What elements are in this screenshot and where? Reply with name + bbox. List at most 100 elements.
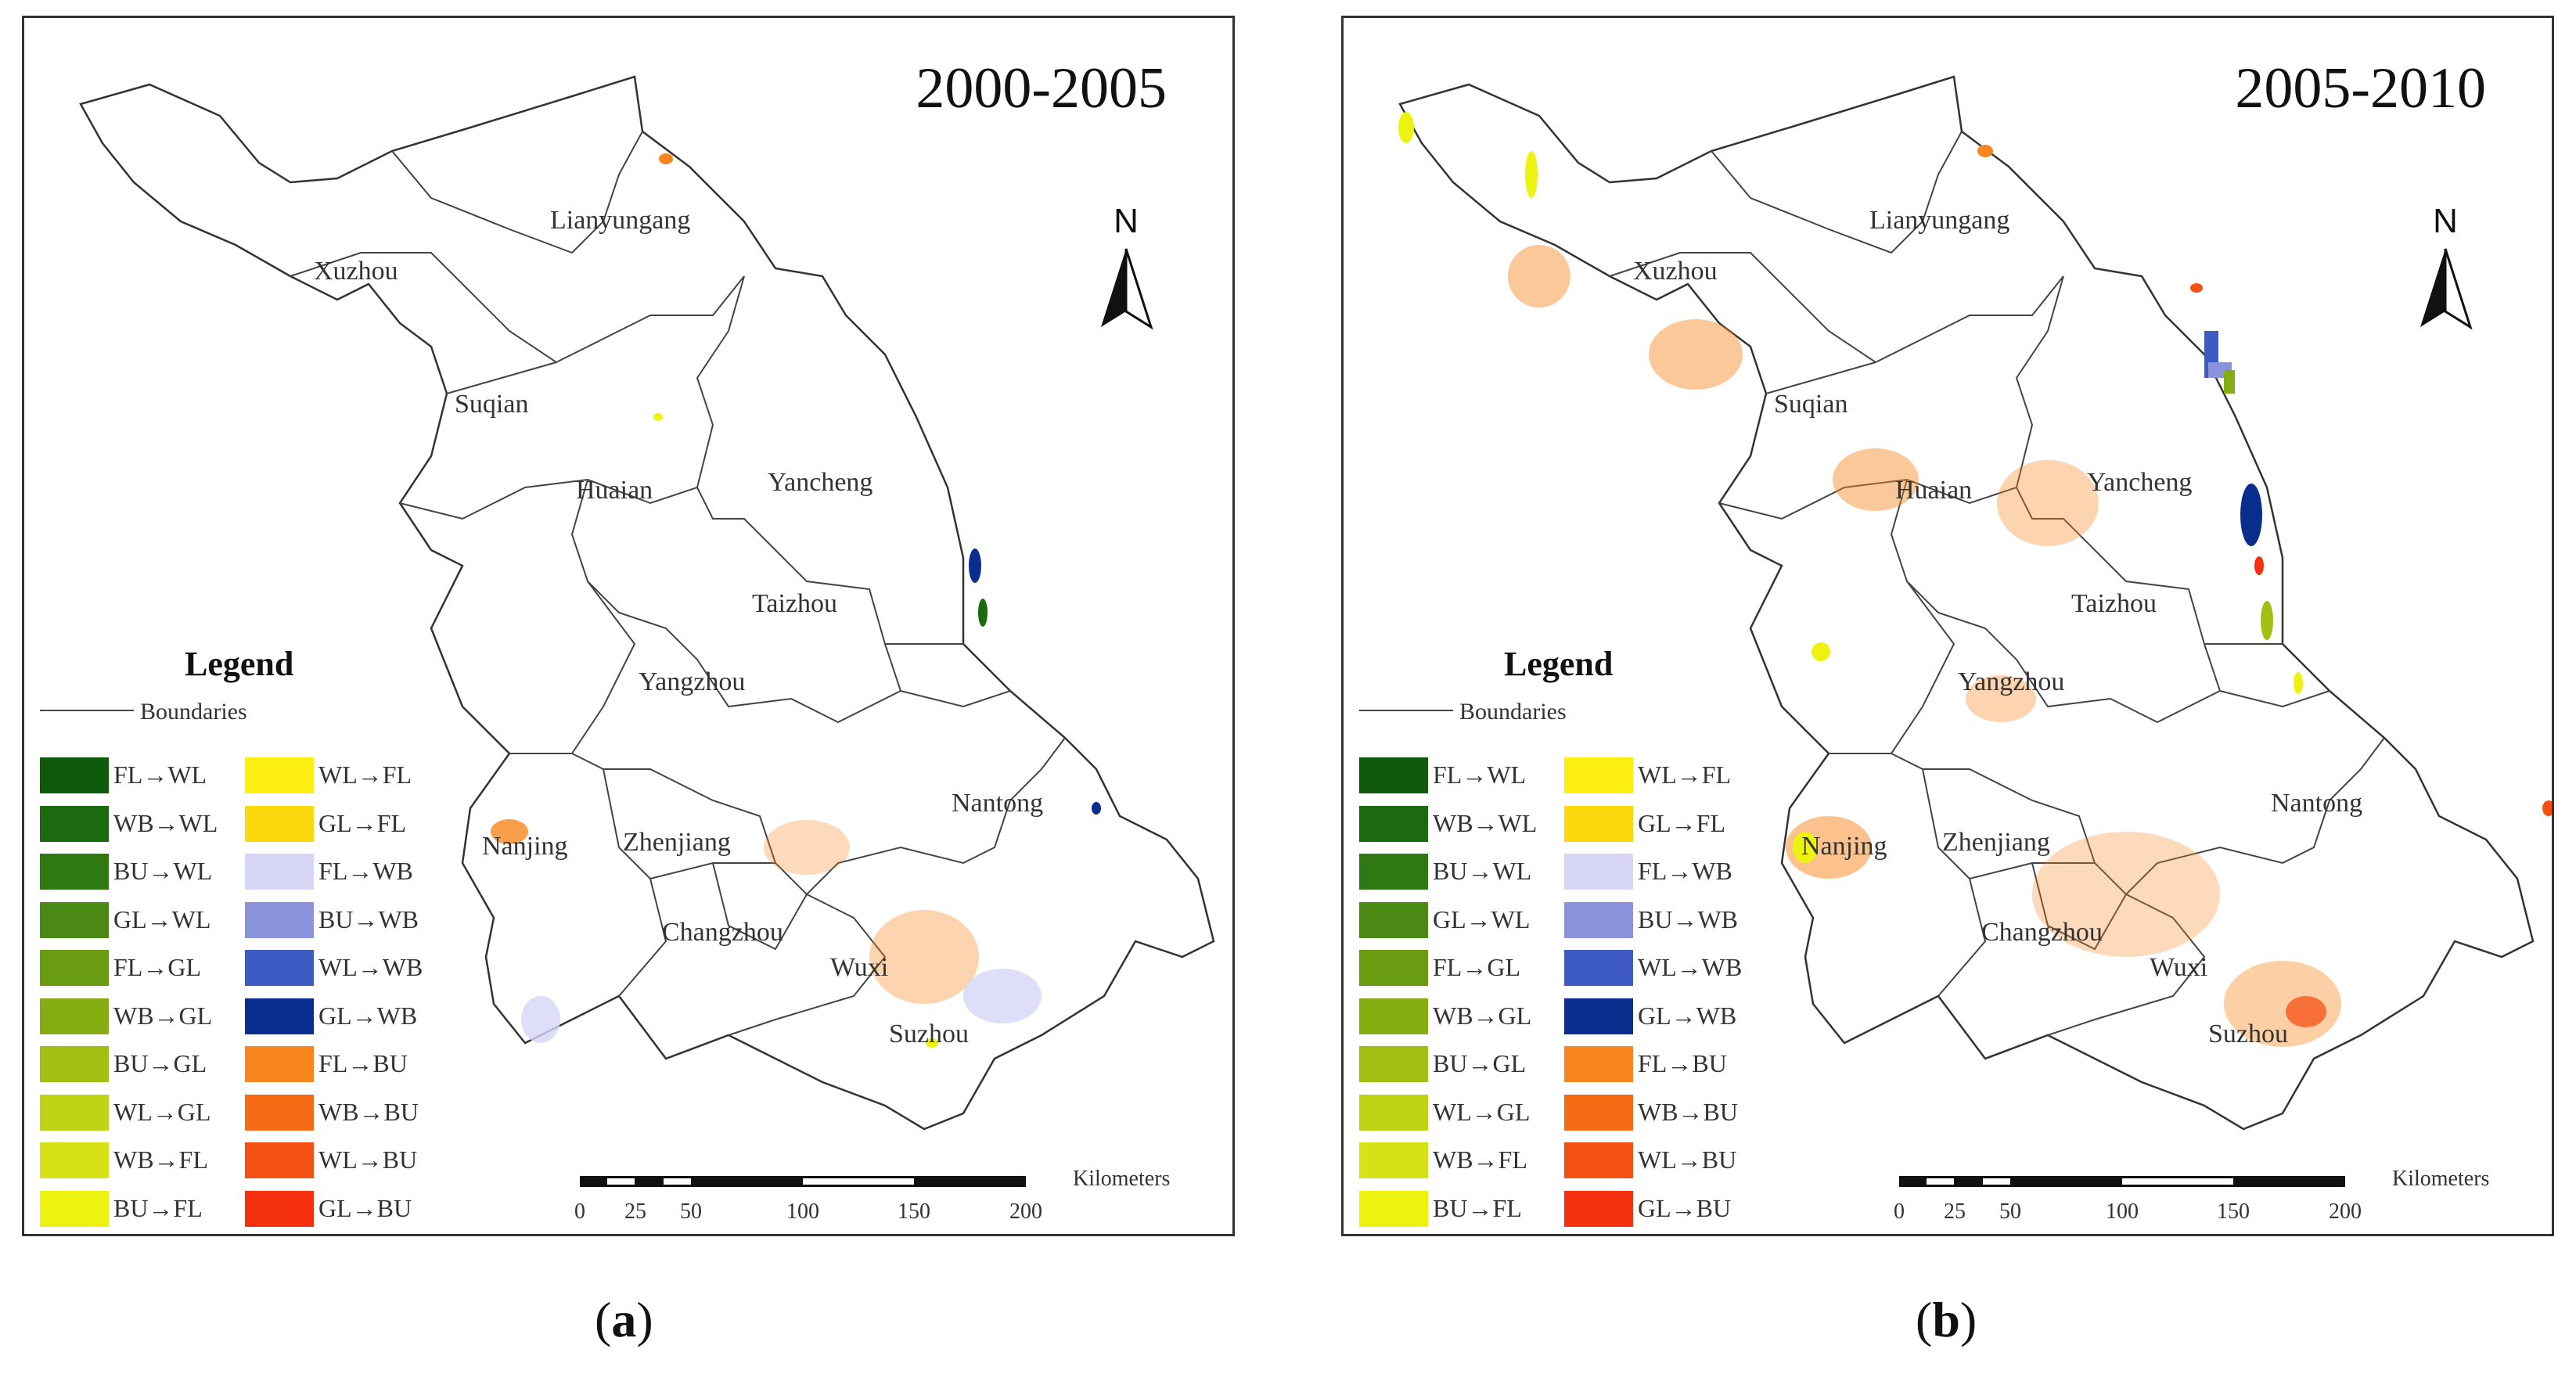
legend-swatch	[1564, 757, 1633, 793]
legend-swatch	[40, 1094, 109, 1131]
legend-label: FL→GL	[113, 953, 201, 981]
land-change-patch	[2294, 672, 2303, 694]
city-label: Huaian	[576, 476, 653, 505]
caption-paren: (	[595, 1292, 612, 1347]
legend-swatch	[1564, 901, 1633, 938]
land-change-patch	[521, 996, 560, 1043]
legend-title: Legend	[185, 645, 294, 683]
district-boundary	[1711, 131, 1963, 254]
legend-label: WL→WB	[318, 953, 423, 981]
city-label: Nantong	[952, 789, 1044, 818]
legend-label: WL→FL	[318, 761, 412, 789]
legend-boundaries-label: Boundaries	[140, 699, 247, 725]
district-boundary	[618, 878, 667, 997]
legend-swatch	[1564, 998, 1633, 1034]
land-change-patch	[2224, 370, 2235, 394]
legend-swatch	[1564, 1190, 1633, 1227]
legend-swatch	[1564, 1046, 1633, 1082]
legend-label: WB→WL	[1433, 808, 1538, 837]
land-change-patch	[1786, 816, 1872, 879]
land-change-patch	[2190, 283, 2203, 293]
legend-swatch	[245, 1094, 314, 1131]
north-arrow: N	[1095, 202, 1157, 343]
legend-swatch	[1564, 1142, 1633, 1178]
scale-bar: Kilometers 0 25 50 100 150 200	[574, 1167, 1170, 1224]
city-label: Nanjing	[1801, 832, 1887, 861]
district-boundary	[391, 131, 643, 254]
city-label: Suqian	[455, 390, 529, 419]
boundary-line-symbol	[1359, 710, 1453, 711]
land-change-patch	[2542, 800, 2552, 816]
scale-tick: 150	[2217, 1199, 2250, 1224]
district-boundary	[1937, 878, 1987, 997]
scale-unit: Kilometers	[1073, 1167, 1171, 1191]
district-boundary	[1890, 479, 2222, 724]
legend-swatch	[1564, 854, 1633, 890]
legend-swatch	[1359, 950, 1428, 986]
legend-swatch	[1359, 901, 1428, 938]
legend-swatch	[1359, 1094, 1428, 1131]
period-label: 2000-2005	[916, 56, 1167, 120]
land-change-patch	[963, 969, 1042, 1023]
legend-swatch	[245, 950, 314, 986]
district-boundary	[1765, 361, 1876, 394]
city-label: Suzhou	[889, 1020, 969, 1048]
caption-paren: )	[1959, 1292, 1977, 1347]
land-change-patch	[2261, 601, 2273, 640]
city-label: Huaian	[1895, 476, 1973, 505]
legend-label: FL→BU	[1638, 1049, 1727, 1077]
legend-swatch	[245, 757, 314, 793]
city-label: Taizhou	[2071, 589, 2157, 618]
scale-tick: 25	[1944, 1199, 1966, 1224]
land-change-patch	[2240, 484, 2262, 546]
scale-bar-graphic	[580, 1176, 1026, 1187]
legend-label: GL→WB	[1638, 1001, 1737, 1030]
district-boundary	[290, 252, 745, 364]
province-map-b	[1398, 75, 2552, 1131]
legend-label: WL→FL	[1638, 761, 1732, 789]
land-change-patch	[659, 153, 673, 164]
land-change-patch	[1398, 112, 1414, 143]
north-label: N	[1114, 202, 1139, 240]
city-label: Changzhou	[662, 918, 783, 947]
district-boundary	[2219, 690, 2330, 708]
land-change-patch	[1966, 675, 2036, 722]
scale-tick: 0	[574, 1199, 585, 1224]
north-arrow-icon	[1101, 248, 1153, 330]
city-label: Suqian	[1774, 390, 1848, 419]
district-boundary	[399, 275, 745, 520]
scale-tick: 200	[1009, 1199, 1042, 1224]
land-change-patch	[1997, 460, 2099, 546]
legend-swatch	[1359, 1046, 1428, 1082]
legend-label: WL→WB	[1638, 953, 1743, 981]
legend-label: GL→WB	[318, 1001, 418, 1030]
legend-swatch	[40, 901, 109, 938]
legend-swatch	[245, 1142, 314, 1178]
legend-swatch	[40, 854, 109, 890]
caption-paren: )	[636, 1292, 653, 1347]
panel-caption-a: (a)	[595, 1291, 653, 1349]
north-arrow: N	[2414, 202, 2477, 343]
district-boundary	[570, 479, 902, 724]
city-label: Lianyungang	[1869, 206, 2010, 235]
land-change-patch	[1525, 151, 1538, 198]
legend-swatch	[245, 854, 314, 890]
district-boundary	[1718, 275, 2064, 520]
legend-label: BU→FL	[1433, 1193, 1522, 1222]
legend-swatch	[40, 1142, 109, 1178]
legend-label: GL→BU	[1638, 1193, 1732, 1222]
city-label: Suzhou	[2208, 1020, 2288, 1048]
legend-label: BU→WL	[1433, 857, 1532, 885]
legend-label: WL→GL	[1433, 1097, 1531, 1126]
city-label: Xuzhou	[314, 257, 398, 286]
city-label: Yangzhou	[639, 667, 746, 696]
legend-swatch	[1359, 854, 1428, 890]
district-boundary	[1609, 252, 2064, 364]
land-change-patch	[1977, 145, 1993, 157]
legend-swatch	[40, 1190, 109, 1227]
legend-label: GL→FL	[318, 808, 406, 837]
legend-label: WB→BU	[1638, 1097, 1738, 1126]
legend-swatch	[245, 901, 314, 938]
legend-label: WB→GL	[1433, 1001, 1532, 1030]
legend-label: FL→GL	[1433, 953, 1520, 981]
